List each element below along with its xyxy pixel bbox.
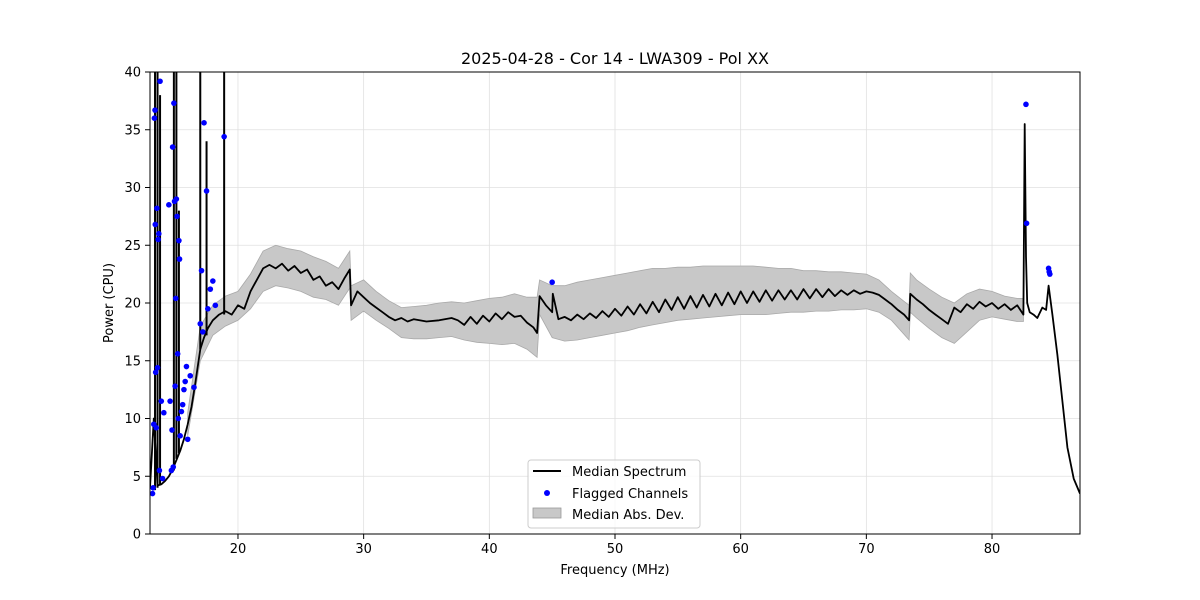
chart-title: 2025-04-28 - Cor 14 - LWA309 - Pol XX: [461, 49, 769, 68]
flagged-channel-point: [197, 320, 204, 327]
x-axis-label: Frequency (MHz): [560, 563, 669, 578]
flagged-channel-point: [198, 267, 205, 274]
flagged-channel-point: [174, 351, 181, 357]
flagged-channel-point: [183, 363, 190, 370]
flagged-points-layer: [150, 78, 1053, 497]
flagged-channel-point: [176, 237, 182, 244]
flagged-channel-point: [152, 369, 159, 376]
flagged-channel-point: [154, 205, 160, 212]
flagged-channel-point: [212, 302, 219, 309]
y-tick-label: 25: [124, 239, 141, 254]
flagged-channel-point: [169, 144, 176, 150]
flagged-channel-point: [177, 433, 183, 439]
flagged-channel-point: [154, 364, 161, 371]
flagged-channel-point: [172, 383, 178, 389]
flagged-channel-point: [170, 464, 177, 470]
flagged-channel-point: [178, 408, 185, 415]
flagged-channel-point: [152, 221, 159, 228]
flagged-channel-point: [153, 424, 160, 431]
legend-dot-swatch: [544, 490, 550, 496]
x-tick-label: 30: [355, 542, 372, 557]
flagged-channel-point: [1047, 271, 1053, 277]
flagged-channel-point: [201, 120, 207, 126]
flagged-channel-point: [199, 329, 206, 335]
flagged-channel-point: [176, 256, 183, 262]
flagged-channel-point: [182, 378, 188, 385]
y-tick-label: 10: [124, 412, 141, 427]
legend-label-mad: Median Abs. Dev.: [572, 508, 684, 523]
y-axis-label: Power (CPU): [102, 263, 117, 343]
axis-ticks: 20 30 40 50 60 70 80 0 5 10 15 20 25 30 35 40: [124, 66, 1000, 558]
flagged-channel-point: [203, 188, 210, 194]
x-tick-label: 50: [607, 542, 624, 557]
flagged-channel-point: [169, 427, 175, 433]
legend-box: [527, 459, 701, 529]
flagged-channel-point: [172, 295, 179, 302]
median-line-layer: [150, 123, 1080, 494]
x-tick-label: 20: [230, 542, 247, 557]
flagged-channel-point: [173, 196, 180, 202]
y-tick-label: 5: [133, 470, 141, 485]
y-tick-label: 30: [124, 181, 141, 196]
flagged-channel-point: [151, 115, 158, 121]
flagged-channel-point: [187, 372, 194, 379]
flagged-channel-point: [167, 398, 173, 404]
x-tick-label: 80: [984, 542, 1001, 557]
flagged-channel-point: [155, 236, 161, 243]
flagged-channel-point: [161, 409, 167, 416]
legend-label-median: Median Spectrum: [572, 465, 686, 480]
flagged-channel-point: [191, 384, 197, 391]
flagged-channel-point: [210, 278, 216, 284]
x-tick-label: 60: [732, 542, 749, 557]
flagged-channel-point: [158, 398, 165, 404]
flagged-channel-point: [205, 305, 211, 312]
flagged-channel-point: [157, 78, 163, 85]
flagged-channel-point: [1023, 101, 1029, 108]
flagged-channel-point: [184, 436, 191, 443]
median-spectrum-line: [150, 123, 1080, 494]
rfi-spike-layer: [154, 72, 226, 491]
x-tick-label: 70: [858, 542, 875, 557]
y-tick-label: 35: [124, 123, 141, 138]
y-tick-label: 15: [124, 354, 141, 369]
flagged-channel-point: [207, 286, 214, 292]
flagged-channel-point: [150, 490, 156, 497]
flagged-channel-point: [155, 230, 162, 237]
flagged-channel-point: [150, 485, 156, 491]
flagged-channel-point: [166, 202, 172, 208]
legend-patch-swatch: [532, 507, 562, 519]
flagged-channel-point: [174, 213, 180, 220]
x-tick-label: 40: [481, 542, 498, 557]
y-tick-label: 20: [124, 297, 141, 312]
y-tick-label: 40: [124, 66, 141, 81]
flagged-channel-point: [179, 401, 186, 408]
legend: Median Spectrum Flagged Channels Median …: [527, 459, 701, 529]
flagged-channel-point: [175, 415, 182, 422]
flagged-channel-point: [171, 100, 177, 106]
y-tick-label: 0: [133, 528, 141, 543]
flagged-channel-point: [1023, 220, 1030, 227]
flagged-channel-point: [549, 279, 555, 286]
flagged-channel-point: [156, 467, 163, 474]
flagged-channel-point: [221, 133, 227, 140]
flagged-channel-point: [181, 386, 187, 393]
flagged-channel-point: [159, 475, 166, 482]
legend-label-flagged: Flagged Channels: [572, 487, 688, 502]
flagged-channel-point: [152, 107, 158, 113]
